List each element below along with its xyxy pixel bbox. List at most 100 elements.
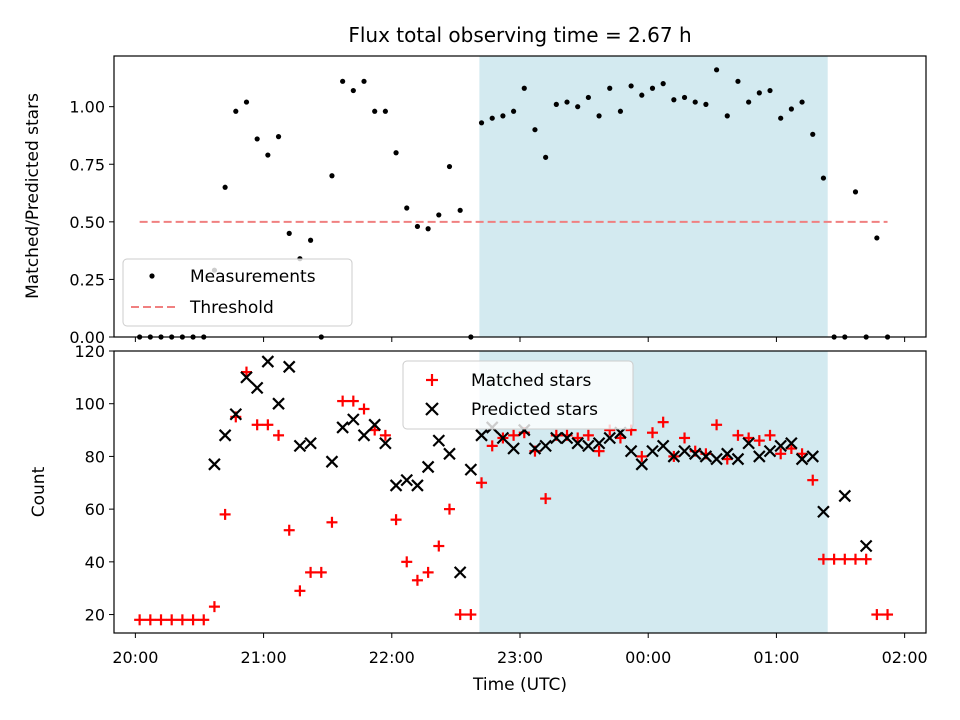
top-y-tick-label: 0.75 — [69, 155, 105, 174]
predicted-star-point — [325, 455, 339, 468]
predicted-star-point — [218, 429, 232, 442]
matched-star-point — [508, 429, 520, 441]
predicted-star-point — [571, 436, 584, 450]
predicted-star-point — [582, 439, 595, 453]
measurement-point — [617, 108, 624, 114]
predicted-star-point — [368, 418, 381, 432]
measurement-point — [660, 81, 666, 87]
measurement-point — [543, 154, 549, 160]
predicted-star-point — [785, 436, 798, 450]
matched-star-point — [433, 540, 445, 552]
measurement-point — [564, 99, 570, 105]
matched-star-point — [871, 609, 883, 621]
matched-star-point — [401, 556, 413, 568]
predicted-star-point — [817, 505, 830, 519]
measurement-point — [639, 92, 645, 98]
predicted-star-point — [453, 566, 467, 579]
measurement-point — [628, 83, 634, 89]
matched-star-point — [636, 450, 648, 462]
matched-star-point — [657, 416, 669, 428]
x-tick-label: 01:00 — [753, 648, 799, 667]
bottom-y-axis-label: Count — [29, 466, 49, 517]
predicted-star-point — [293, 439, 307, 453]
x-tick-label: 23:00 — [497, 648, 543, 667]
legend-threshold-label: Threshold — [189, 298, 274, 318]
predicted-star-point — [507, 442, 520, 455]
predicted-star-point — [859, 539, 873, 553]
matched-star-point — [476, 477, 488, 489]
matched-star-point — [753, 435, 765, 447]
matched-star-point — [240, 366, 252, 378]
predicted-star-point — [229, 407, 243, 421]
predicted-star-point — [528, 442, 542, 455]
matched-star-point — [828, 553, 840, 565]
predicted-star-point — [592, 436, 606, 450]
measurement-point — [446, 163, 453, 170]
predicted-star-point — [667, 450, 681, 463]
matched-star-point — [849, 553, 861, 565]
predicted-star-point — [795, 452, 809, 466]
measurement-point — [510, 108, 517, 114]
matched-star-point — [219, 508, 231, 520]
matched-star-point — [443, 503, 455, 515]
legend-measurements-marker — [149, 273, 155, 279]
measurement-point — [681, 94, 688, 101]
legend-measurements-label: Measurements — [190, 267, 316, 287]
measurement-point — [810, 131, 816, 137]
measurement-point — [393, 150, 399, 156]
measurement-point — [404, 205, 410, 211]
measurement-point — [756, 90, 762, 96]
measurement-point — [414, 223, 421, 230]
matched-star-point — [208, 601, 220, 613]
predicted-star-point — [720, 447, 734, 461]
matched-star-point — [743, 432, 755, 444]
predicted-star-point — [539, 439, 552, 453]
measurement-point — [820, 175, 827, 181]
measurement-point — [703, 101, 709, 107]
predicted-star-point — [304, 436, 317, 450]
predicted-star-point — [379, 436, 392, 450]
measurement-point — [329, 173, 335, 179]
predicted-star-point — [261, 355, 275, 368]
matched-star-point — [807, 474, 819, 486]
predicted-star-point — [560, 431, 574, 445]
measurement-point — [340, 78, 346, 84]
matched-star-point — [273, 429, 285, 441]
matched-star-point — [711, 419, 723, 431]
measurement-point — [457, 207, 463, 213]
bottom-legend-box — [402, 360, 634, 430]
measurement-point — [607, 85, 613, 91]
measurement-point — [596, 113, 602, 119]
measurement-point — [265, 152, 271, 158]
x-tick-label: 20:00 — [112, 648, 158, 667]
matched-star-point — [337, 395, 349, 407]
predicted-star-point — [411, 479, 424, 492]
matched-star-point — [540, 493, 552, 505]
measurement-point — [767, 87, 773, 94]
top-y-tick-label: 0.00 — [69, 328, 105, 347]
top-y-tick-label: 0.25 — [69, 270, 105, 289]
predicted-star-point — [400, 473, 414, 487]
matched-star-point — [422, 566, 434, 578]
measurement-point — [254, 136, 260, 142]
predicted-star-point — [464, 463, 478, 476]
measurement-point — [553, 101, 559, 107]
matched-star-point — [305, 566, 317, 578]
measurement-point — [735, 78, 741, 84]
predicted-star-point — [678, 444, 691, 458]
matched-star-point — [785, 443, 797, 455]
predicted-star-point — [624, 444, 638, 458]
matched-star-point — [283, 524, 295, 536]
measurement-point — [233, 108, 239, 114]
predicted-star-point — [240, 371, 253, 384]
predicted-star-point — [806, 450, 820, 463]
matched-star-point — [155, 614, 167, 626]
measurement-point — [361, 78, 367, 84]
matched-star-point — [582, 429, 594, 441]
predicted-star-point — [688, 447, 702, 461]
measurement-point — [778, 115, 784, 121]
predicted-star-point — [347, 413, 360, 426]
matched-star-point — [379, 429, 391, 441]
predicted-star-point — [763, 444, 777, 458]
measurement-point — [372, 108, 378, 114]
